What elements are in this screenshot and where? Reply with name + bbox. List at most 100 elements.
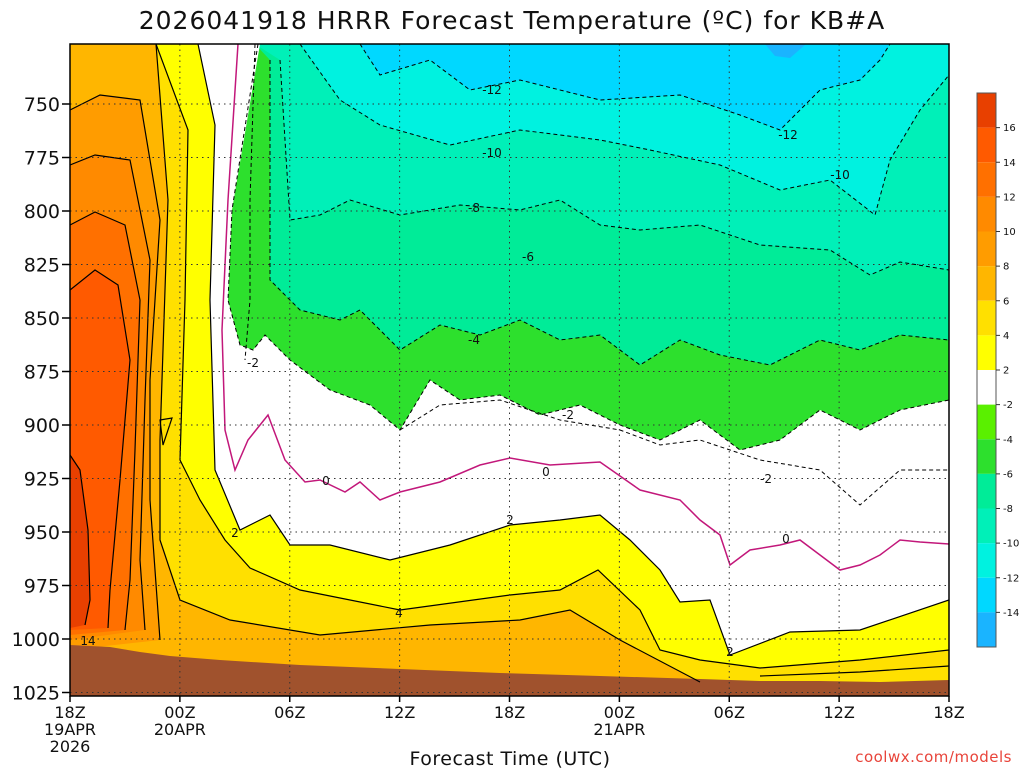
colorbar-swatch — [977, 162, 996, 197]
colorbar-swatch — [977, 127, 996, 163]
contour-line-minus10 — [299, 44, 949, 216]
contour-line-minus2-left — [244, 44, 256, 361]
x-tick-label: 18Z — [54, 703, 85, 722]
colorbar-swatch — [977, 612, 996, 647]
contour-line-minus2-right — [399, 399, 949, 506]
colorbar-label: 12 — [1003, 192, 1016, 203]
y-axis: 750 775 800 825 850 875 900 925 950 975 1000 1025 — [12, 94, 70, 705]
contour-label: -2 — [562, 408, 574, 422]
x-tick-label: 20APR — [154, 720, 206, 739]
contour-line-2 — [197, 44, 949, 656]
contour-line-minus8 — [279, 59, 949, 276]
colorbar-label: 2 — [1003, 366, 1009, 377]
y-tick-label: 1000 — [12, 629, 60, 651]
contour-line-14 — [70, 269, 131, 629]
source-credit: coolwx.com/models — [855, 748, 1012, 766]
colorbar-label: -4 — [1003, 435, 1013, 446]
x-tick-label: 12Z — [823, 703, 854, 722]
contour-label: 2 — [506, 513, 514, 527]
contour-line-12 — [70, 211, 141, 631]
x-tick-label: 00Z — [604, 703, 635, 722]
contour-label: -10 — [482, 146, 502, 160]
y-tick-label: 775 — [24, 148, 60, 170]
band-minus14-minus12 — [360, 44, 890, 130]
band-above-16 — [70, 455, 90, 628]
contour-label: 0 — [542, 465, 550, 479]
contour-label: -12 — [778, 128, 798, 142]
colorbar-swatch — [977, 508, 996, 544]
colorbar-swatch — [977, 404, 996, 440]
contour-label: -2 — [247, 356, 259, 370]
colorbar-label: -8 — [1003, 504, 1013, 515]
contour-label: 14 — [80, 634, 95, 648]
y-tick-label: 1025 — [12, 683, 60, 705]
contour-line-zero — [221, 44, 949, 571]
colorbar-swatch — [977, 266, 996, 301]
contour-label: 0 — [322, 474, 330, 488]
x-tick-label: 06Z — [274, 703, 305, 722]
contour-line-minus12 — [359, 44, 891, 131]
colorbar-swatch — [977, 196, 996, 232]
x-axis-label: Forecast Time (UTC) — [410, 748, 611, 768]
band-minus2-plus2 — [70, 44, 949, 696]
contour-line-minus6 — [269, 60, 949, 366]
x-tick-label: 06Z — [714, 703, 745, 722]
colorbar-label: -2 — [1003, 400, 1013, 411]
contour-label: 2 — [231, 526, 239, 540]
color-legend: 16 14 12 10 8 6 4 2 -2 -4 -6 -8 -10 -12 -14 — [976, 92, 1019, 648]
grid-lines — [70, 44, 949, 696]
colorbar-label: 10 — [1003, 227, 1016, 238]
contour-line-closed-small — [159, 417, 173, 446]
colorbar-swatch — [977, 231, 996, 267]
y-tick-label: 950 — [24, 522, 60, 544]
colorbar-swatch — [977, 439, 996, 474]
colorbar-swatch — [977, 335, 996, 370]
colorbar-label: -14 — [1003, 608, 1019, 619]
contour-label: -8 — [468, 201, 480, 215]
contour-label: 0 — [782, 532, 790, 546]
colorbar-label: -10 — [1003, 539, 1019, 550]
colorbar-swatch — [977, 93, 996, 128]
x-tick-label: 00Z — [164, 703, 195, 722]
contour-line-8 — [70, 94, 161, 641]
colorbar-label: -12 — [1003, 573, 1019, 584]
colorbar-label: 8 — [1003, 262, 1009, 273]
x-tick-label: 2026 — [50, 737, 91, 756]
colorbar-label: 4 — [1003, 331, 1009, 342]
y-tick-label: 900 — [24, 415, 60, 437]
contour-line-6 — [155, 44, 701, 683]
contour-label: -12 — [482, 83, 502, 97]
contour-line-10 — [70, 154, 151, 631]
y-tick-label: 825 — [24, 255, 60, 277]
contour-label: 2 — [726, 645, 734, 659]
contour-label: 4 — [395, 606, 403, 620]
y-tick-label: 850 — [24, 308, 60, 330]
y-tick-label: 925 — [24, 469, 60, 491]
colorbar-label: 14 — [1003, 158, 1016, 169]
contour-line-4 — [155, 44, 949, 669]
x-tick-label: 12Z — [384, 703, 415, 722]
x-tick-label: 18Z — [933, 703, 964, 722]
chart-title: 2026041918 HRRR Forecast Temperature (ºC… — [139, 6, 886, 35]
band-below-minus14 — [765, 44, 806, 58]
x-tick-label: 18Z — [494, 703, 525, 722]
x-tick-label: 21APR — [593, 720, 645, 739]
y-tick-label: 800 — [24, 201, 60, 223]
contour-label: -10 — [830, 168, 850, 182]
contour-line-6-right — [759, 665, 949, 677]
y-tick-label: 975 — [24, 576, 60, 598]
colorbar-swatch — [977, 543, 996, 578]
colorbar-swatch — [977, 370, 996, 405]
colorbar-swatch — [977, 577, 996, 613]
x-tick-label: 19APR — [44, 720, 96, 739]
contour-line-minus4 — [227, 44, 949, 451]
colorbar-label: -6 — [1003, 469, 1013, 480]
contour-line-16 — [70, 454, 91, 626]
contour-label: -4 — [468, 333, 480, 347]
y-tick-label: 750 — [24, 94, 60, 116]
colorbar-swatch — [977, 473, 996, 509]
colorbar-label: 6 — [1003, 296, 1009, 307]
y-tick-label: 875 — [24, 362, 60, 384]
